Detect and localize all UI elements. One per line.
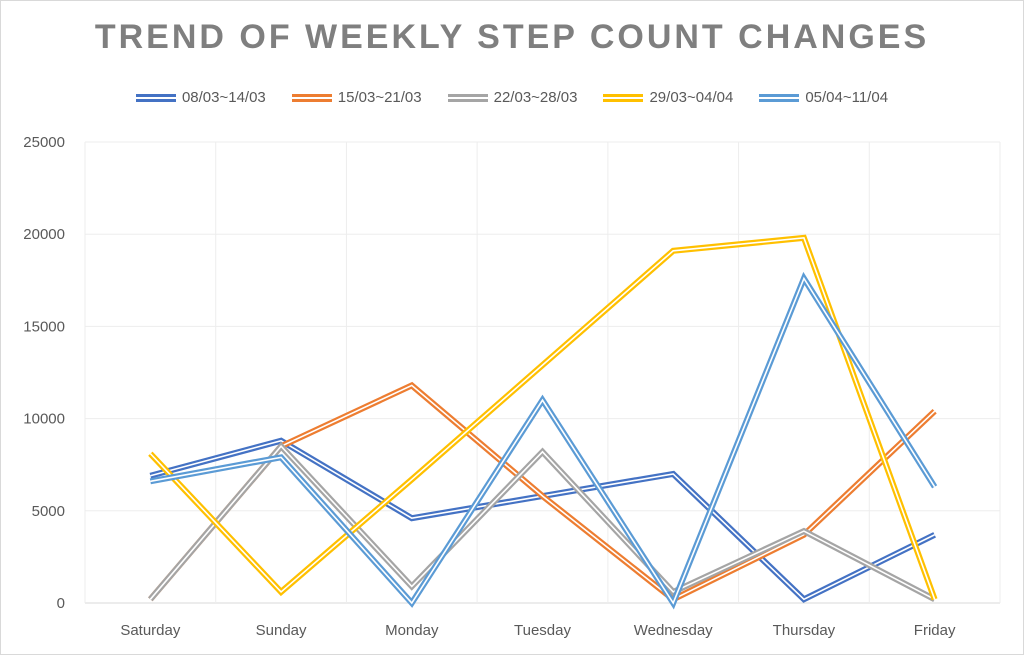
legend-label: 15/03~21/03 [337,89,422,106]
y-tick-label: 20000 [23,226,65,243]
series-line-inner [149,237,936,600]
series-line [148,381,937,603]
series-line-inner [149,445,936,601]
y-tick-label: 25000 [23,134,65,151]
legend-swatch [291,93,332,102]
x-tick-label: Friday [914,622,956,639]
x-tick-label: Monday [385,622,439,639]
x-tick-label: Sunday [256,622,307,639]
legend-item: 05/04~11/04 [759,89,888,106]
legend-item: 29/03~04/04 [603,89,733,106]
series-line-inner [150,276,936,605]
legend-swatch [759,93,800,102]
y-tick-label: 10000 [23,411,65,428]
legend-label: 29/03~04/04 [649,89,734,106]
chart-title: TREND OF WEEKLY STEP COUNT CHANGES [94,18,930,56]
legend-item: 22/03~28/03 [447,89,578,106]
legend-item: 08/03~14/03 [135,89,266,106]
legend-label: 22/03~28/03 [493,89,578,106]
legend: 08/03~14/03 15/03~21/03 22/03~28/03 29/0… [0,89,1024,106]
y-tick-label: 5000 [32,503,65,520]
series-line [149,271,938,610]
x-tick-label: Saturday [120,622,181,639]
x-tick-label: Thursday [773,622,836,639]
y-tick-label: 0 [57,595,65,612]
legend-swatch [135,93,176,102]
legend-label: 05/04~11/04 [805,89,889,106]
x-tick-label: Tuesday [514,622,571,639]
legend-item: 15/03~21/03 [291,89,422,106]
x-tick-label: Wednesday [634,622,713,639]
legend-swatch [447,93,488,102]
y-tick-label: 15000 [23,318,65,335]
legend-swatch [603,93,644,102]
legend-label: 08/03~14/03 [181,89,266,106]
